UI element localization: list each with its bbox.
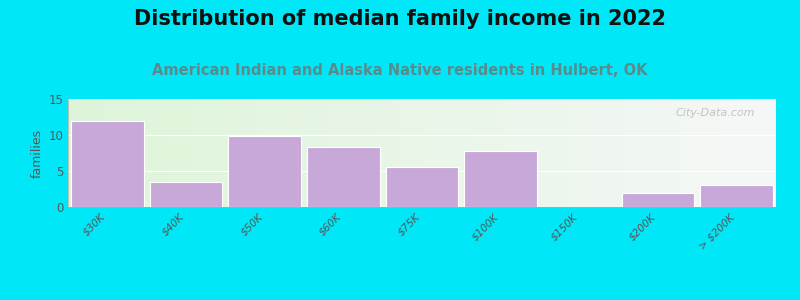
- Bar: [229, 136, 301, 207]
- Text: City-Data.com: City-Data.com: [675, 108, 754, 118]
- Bar: [307, 147, 379, 207]
- Text: American Indian and Alaska Native residents in Hulbert, OK: American Indian and Alaska Native reside…: [152, 63, 648, 78]
- Bar: [701, 185, 773, 207]
- Bar: [622, 193, 694, 207]
- Text: Distribution of median family income in 2022: Distribution of median family income in …: [134, 9, 666, 29]
- Bar: [386, 167, 458, 207]
- Bar: [150, 182, 222, 207]
- Bar: [465, 151, 537, 207]
- Bar: [71, 121, 143, 207]
- Y-axis label: families: families: [31, 128, 44, 178]
